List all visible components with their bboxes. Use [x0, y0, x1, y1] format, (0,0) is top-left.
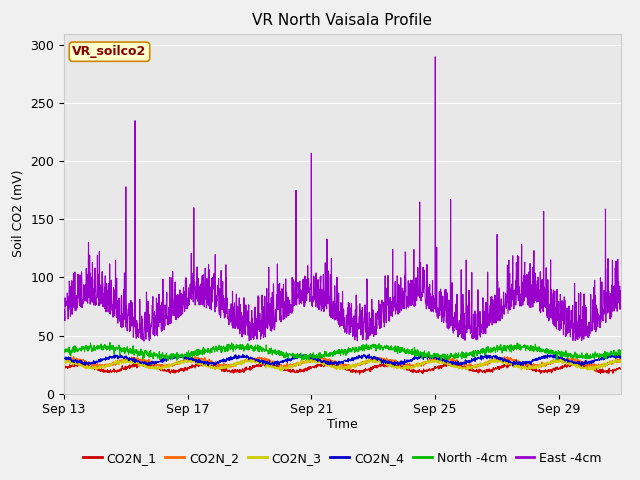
X-axis label: Time: Time: [327, 418, 358, 431]
Title: VR North Vaisala Profile: VR North Vaisala Profile: [252, 13, 433, 28]
Legend: CO2N_1, CO2N_2, CO2N_3, CO2N_4, North -4cm, East -4cm: CO2N_1, CO2N_2, CO2N_3, CO2N_4, North -4…: [78, 447, 607, 469]
Text: VR_soilco2: VR_soilco2: [72, 45, 147, 58]
Y-axis label: Soil CO2 (mV): Soil CO2 (mV): [12, 170, 25, 257]
